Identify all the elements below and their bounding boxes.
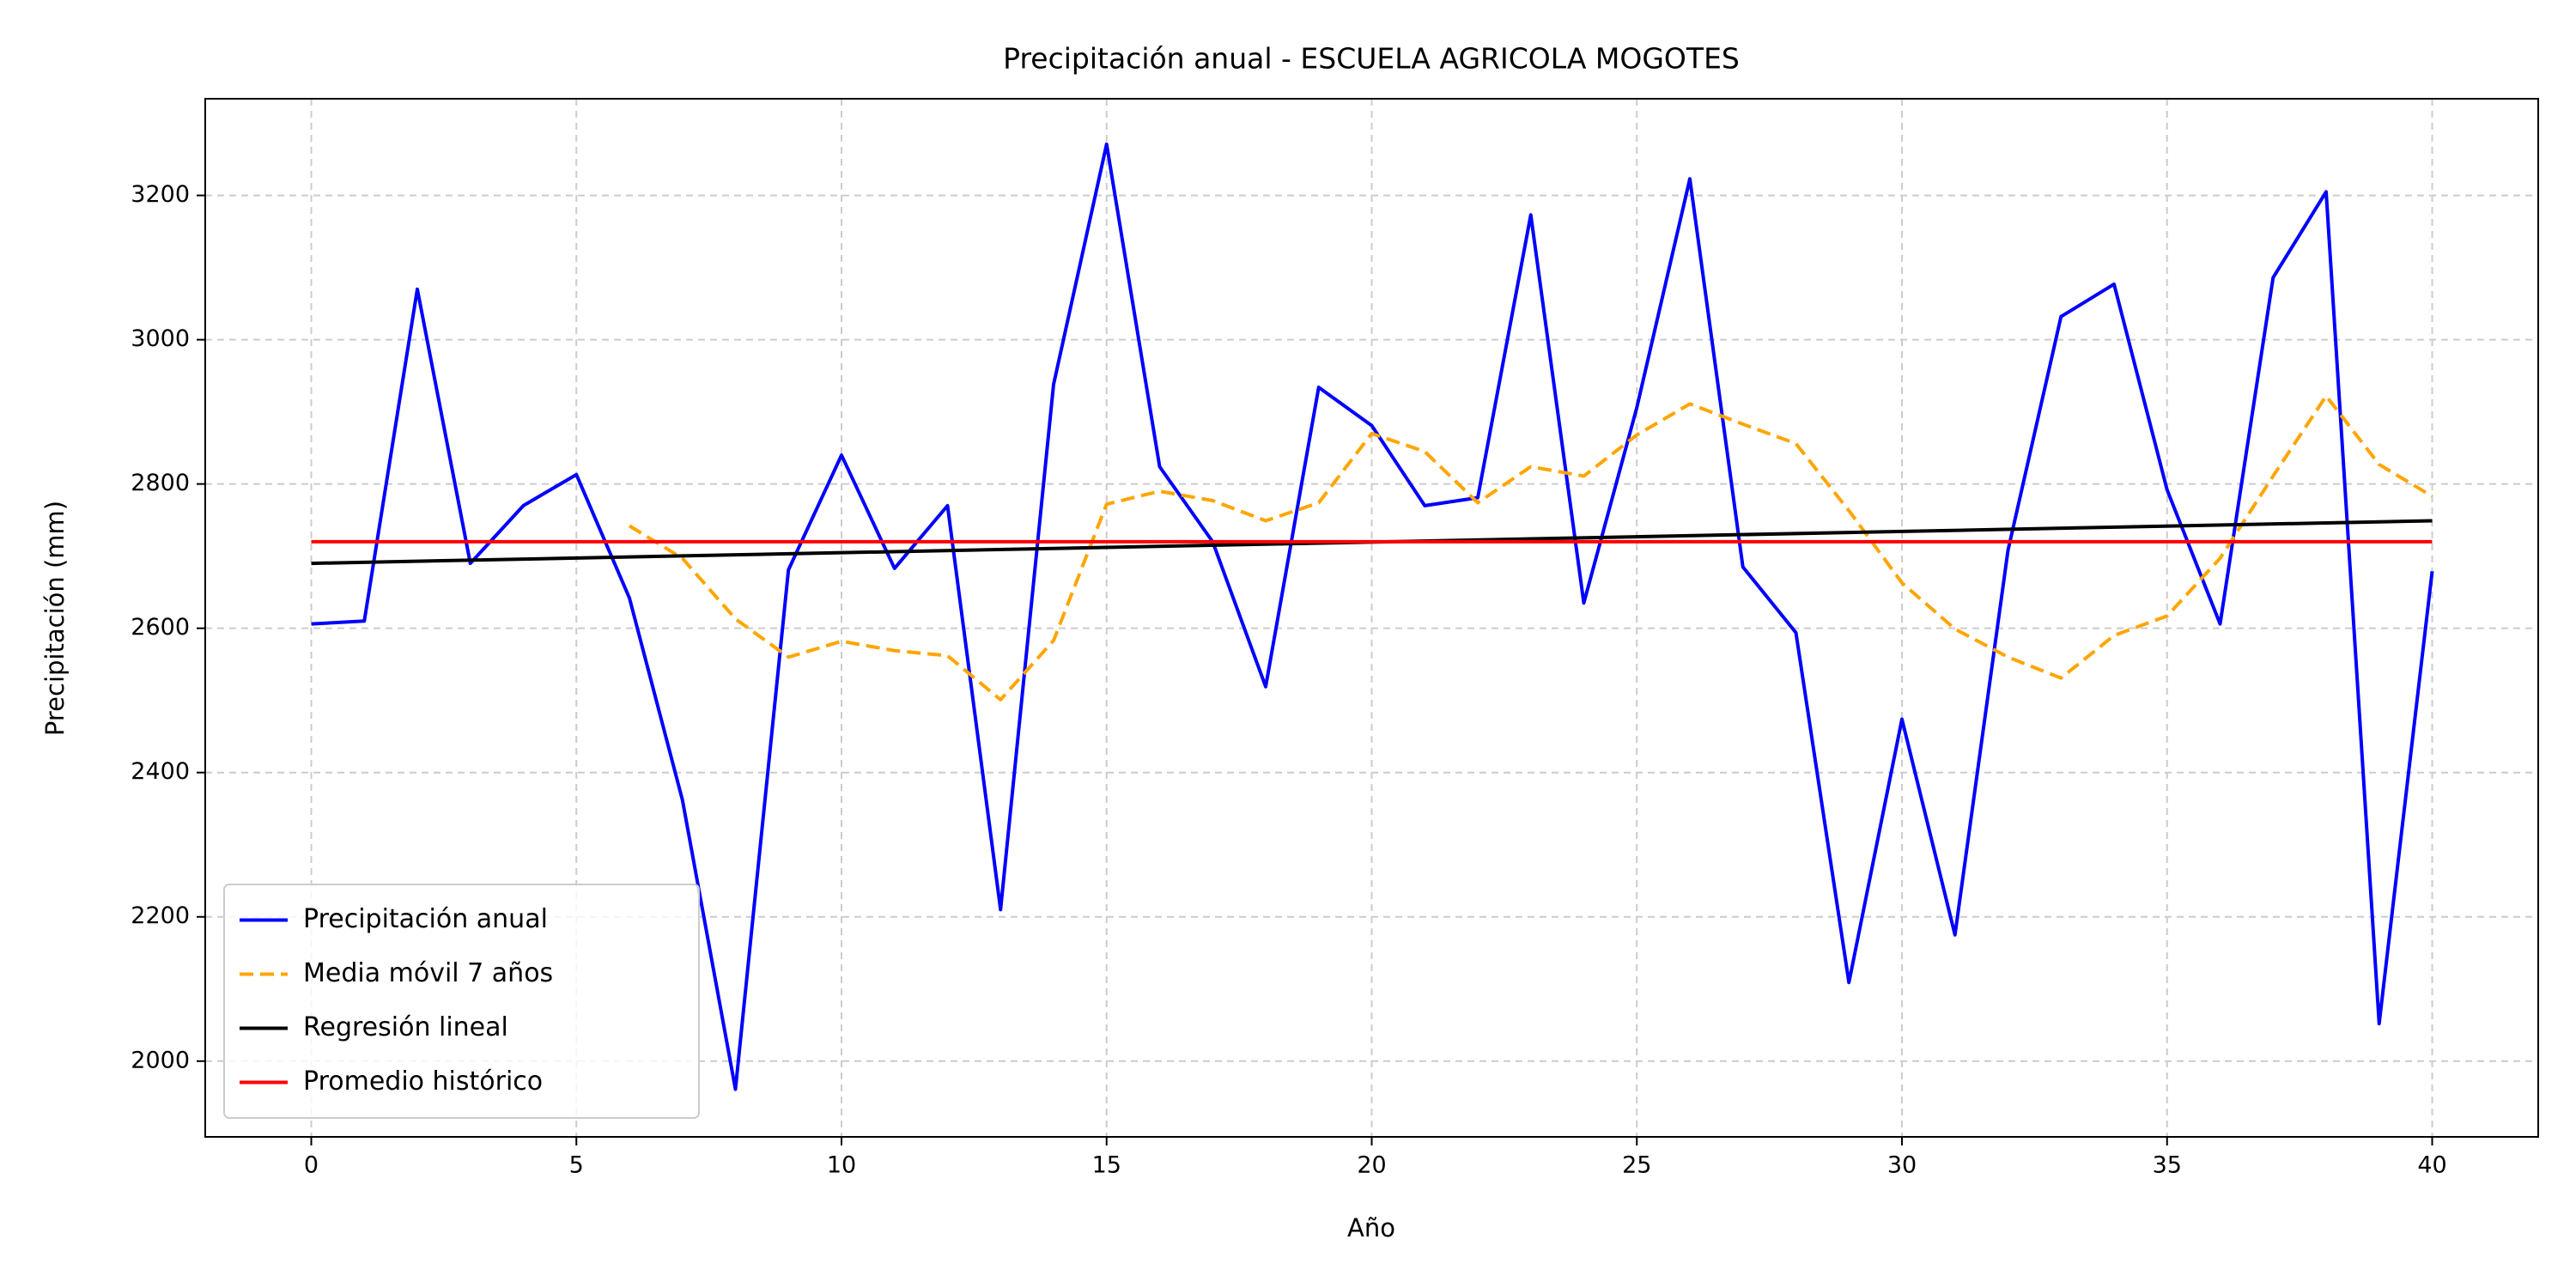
x-axis-label: Año (1347, 1213, 1395, 1242)
x-tick-label: 0 (304, 1152, 319, 1179)
legend-label: Media móvil 7 años (303, 958, 553, 988)
legend-label: Regresión lineal (303, 1012, 508, 1042)
x-tick-label: 25 (1622, 1152, 1651, 1179)
y-tick-label: 2800 (131, 470, 190, 496)
plot-frame (204, 98, 2539, 1138)
y-tick-label: 2200 (131, 902, 190, 929)
x-tick-label: 30 (1887, 1152, 1917, 1179)
x-tick-label: 5 (569, 1152, 584, 1179)
y-tick-label: 2600 (131, 614, 190, 641)
y-tick-label: 2000 (131, 1047, 190, 1073)
x-tick-label: 40 (2417, 1152, 2446, 1179)
y-tick-label: 2400 (131, 758, 190, 785)
y-axis-label: Precipitación (mm) (40, 501, 70, 736)
y-tick-label: 3200 (131, 181, 190, 208)
x-tick-label: 15 (1092, 1152, 1121, 1179)
series-line (628, 394, 2433, 702)
legend-label: Precipitación anual (303, 904, 548, 934)
x-tick-label: 10 (827, 1152, 856, 1179)
x-tick-label: 35 (2153, 1152, 2182, 1179)
legend-box (223, 884, 700, 1119)
x-tick-label: 20 (1357, 1152, 1386, 1179)
series-line (311, 142, 2434, 1091)
chart-title: Precipitación anual - ESCUELA AGRICOLA M… (1003, 42, 1740, 76)
y-tick-label: 3000 (131, 325, 190, 352)
legend-label: Promedio histórico (303, 1066, 543, 1097)
